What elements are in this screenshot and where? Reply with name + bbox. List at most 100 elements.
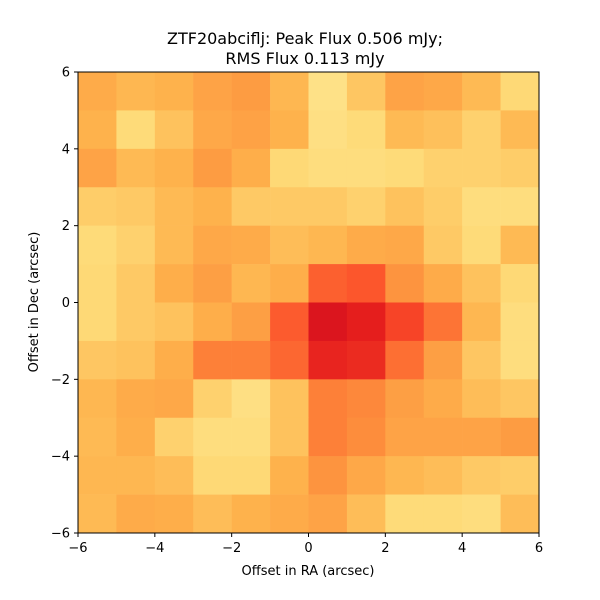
heatmap-cell: [154, 340, 194, 380]
heatmap-cell: [193, 110, 232, 150]
heatmap-cell: [154, 148, 194, 188]
chart-title-line-1: ZTF20abciflj: Peak Flux 0.506 mJy;: [167, 29, 443, 48]
heatmap-cell: [346, 225, 386, 265]
heatmap-cell: [308, 72, 348, 111]
heatmap-cell: [270, 187, 309, 226]
heatmap-cell: [500, 379, 540, 419]
y-tick-label: 2: [62, 219, 70, 234]
heatmap-cell: [308, 340, 348, 380]
heatmap-cell: [193, 187, 232, 226]
heatmap-cell: [385, 148, 425, 188]
heatmap-cell: [78, 264, 117, 303]
heatmap-cell: [500, 187, 540, 226]
heatmap-cell: [154, 264, 194, 303]
y-axis-ticks: −6 −4 −2 0 2 4 6: [51, 66, 78, 542]
heatmap-cell: [385, 225, 425, 265]
heatmap-cell: [500, 340, 540, 380]
heatmap-cell: [231, 148, 271, 188]
heatmap-cell: [270, 72, 309, 111]
heatmap-cell: [385, 264, 425, 303]
heatmap-cell: [462, 494, 501, 534]
x-tick-label: −2: [222, 541, 241, 556]
heatmap-cell: [231, 379, 271, 419]
heatmap-cell: [500, 110, 540, 150]
heatmap-cell: [193, 340, 232, 380]
heatmap-cell: [500, 417, 540, 457]
heatmap-cells: [78, 72, 540, 534]
heatmap-cell: [346, 456, 386, 495]
heatmap-cell: [423, 264, 463, 303]
heatmap-cell: [78, 148, 117, 188]
heatmap-cell: [423, 340, 463, 380]
heatmap-cell: [116, 494, 156, 534]
heatmap-cell: [116, 456, 156, 495]
heatmap-cell: [154, 72, 194, 111]
heatmap-cell: [231, 264, 271, 303]
heatmap-cell: [78, 417, 117, 457]
heatmap-cell: [462, 302, 501, 342]
heatmap-cell: [346, 110, 386, 150]
x-tick-label: 0: [304, 541, 312, 556]
heatmap-cell: [385, 340, 425, 380]
y-axis-label: Offset in Dec (arcsec): [27, 232, 42, 373]
heatmap-cell: [231, 72, 271, 111]
heatmap-cell: [385, 456, 425, 495]
heatmap-cell: [116, 340, 156, 380]
x-axis-label: Offset in RA (arcsec): [242, 564, 375, 579]
y-tick-label: 4: [62, 142, 70, 157]
heatmap-cell: [500, 456, 540, 495]
heatmap-cell: [462, 340, 501, 380]
x-tick-label: 2: [381, 541, 389, 556]
heatmap-cell: [423, 379, 463, 419]
heatmap-cell: [385, 494, 425, 534]
x-tick-label: 4: [458, 541, 466, 556]
heatmap-cell: [270, 225, 309, 265]
heatmap-cell: [385, 187, 425, 226]
heatmap-cell: [193, 148, 232, 188]
heatmap-cell: [462, 456, 501, 495]
heatmap-cell: [500, 302, 540, 342]
y-tick-label: −2: [51, 373, 70, 388]
heatmap-cell: [423, 148, 463, 188]
chart-title-line-2: RMS Flux 0.113 mJy: [225, 49, 384, 68]
heatmap-cell: [500, 264, 540, 303]
heatmap-cell: [385, 110, 425, 150]
y-tick-label: −6: [51, 527, 70, 542]
heatmap-cell: [154, 302, 194, 342]
heatmap-cell: [231, 456, 271, 495]
heatmap-cell: [231, 225, 271, 265]
heatmap-cell: [462, 187, 501, 226]
heatmap-cell: [462, 379, 501, 419]
heatmap-cell: [193, 264, 232, 303]
heatmap-cell: [116, 72, 156, 111]
heatmap-cell: [116, 225, 156, 265]
heatmap-cell: [423, 456, 463, 495]
heatmap-cell: [346, 494, 386, 534]
heatmap-cell: [193, 494, 232, 534]
heatmap-cell: [231, 494, 271, 534]
heatmap-cell: [308, 110, 348, 150]
x-tick-label: −6: [68, 541, 87, 556]
heatmap-cell: [346, 379, 386, 419]
heatmap-cell: [308, 225, 348, 265]
heatmap-cell: [193, 225, 232, 265]
heatmap-cell: [270, 148, 309, 188]
heatmap-cell: [462, 72, 501, 111]
heatmap-cell: [500, 225, 540, 265]
heatmap-cell: [423, 225, 463, 265]
x-axis-ticks: −6 −4 −2 0 2 4 6: [68, 533, 543, 556]
heatmap-cell: [385, 379, 425, 419]
heatmap-cell: [270, 340, 309, 380]
heatmap-cell: [308, 148, 348, 188]
heatmap-cell: [308, 187, 348, 226]
heatmap-cell: [462, 417, 501, 457]
heatmap-cell: [231, 110, 271, 150]
heatmap-cell: [78, 340, 117, 380]
heatmap-cell: [462, 110, 501, 150]
heatmap-cell: [500, 72, 540, 111]
heatmap-cell: [78, 456, 117, 495]
heatmap-cell: [193, 456, 232, 495]
heatmap-cell: [270, 456, 309, 495]
heatmap-cell: [154, 494, 194, 534]
